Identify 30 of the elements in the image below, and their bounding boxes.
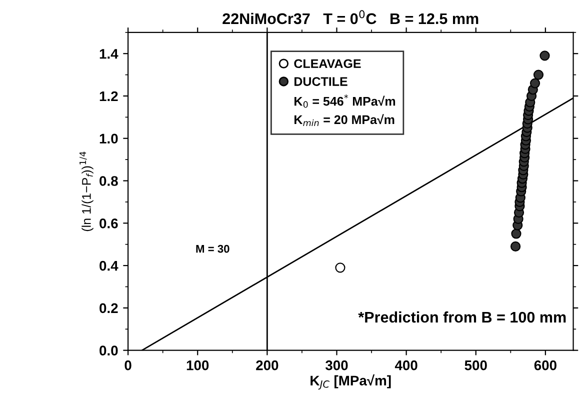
x-axis-title: K$_{JC}$ [MPa√m] <box>310 374 391 390</box>
y-tick-label: 1.4 <box>100 49 118 59</box>
y-axis-title: (ln 1/(1−P$_{f}$))$^{1/4}$ <box>80 152 94 232</box>
annotation: M = 30 <box>196 244 230 253</box>
y-tick-label: 0.8 <box>100 176 118 186</box>
y-tick-label: 0.4 <box>100 260 118 271</box>
point <box>510 241 521 252</box>
y-tick-label: 0.2 <box>100 303 118 314</box>
annotation: K$_{min}$ = 20 MPa√m <box>294 114 394 126</box>
x-tick-label: 300 <box>325 360 348 370</box>
x-tick-label: 0 <box>124 360 132 370</box>
annotation: *Prediction from B = 100 mm <box>358 311 566 323</box>
x-tick-label: 400 <box>394 360 418 370</box>
y-tick-label: 0.6 <box>100 218 118 228</box>
x-tick-label: 600 <box>534 360 556 370</box>
x-tick-label: 200 <box>256 360 278 370</box>
annotation: K$_{0}$ = 546$^{*}$ MPa√m <box>294 94 396 108</box>
x-tick-label: 100 <box>186 360 209 370</box>
point <box>530 78 540 88</box>
legend-label: CLEAVAGE <box>294 59 361 68</box>
point <box>533 70 544 80</box>
y-tick-label: 1.2 <box>100 91 118 102</box>
point <box>335 262 346 273</box>
x-tick-label: 500 <box>464 360 487 370</box>
point <box>540 50 550 61</box>
legend-label: DUCTILE <box>294 77 348 86</box>
y-tick-label: 1.0 <box>100 134 118 144</box>
chart-title: 22NiMoCr37 T = 0$^{0}$C B = 12.5 mm <box>222 10 478 24</box>
point <box>511 228 522 239</box>
y-tick-label: 0.0 <box>100 346 118 356</box>
